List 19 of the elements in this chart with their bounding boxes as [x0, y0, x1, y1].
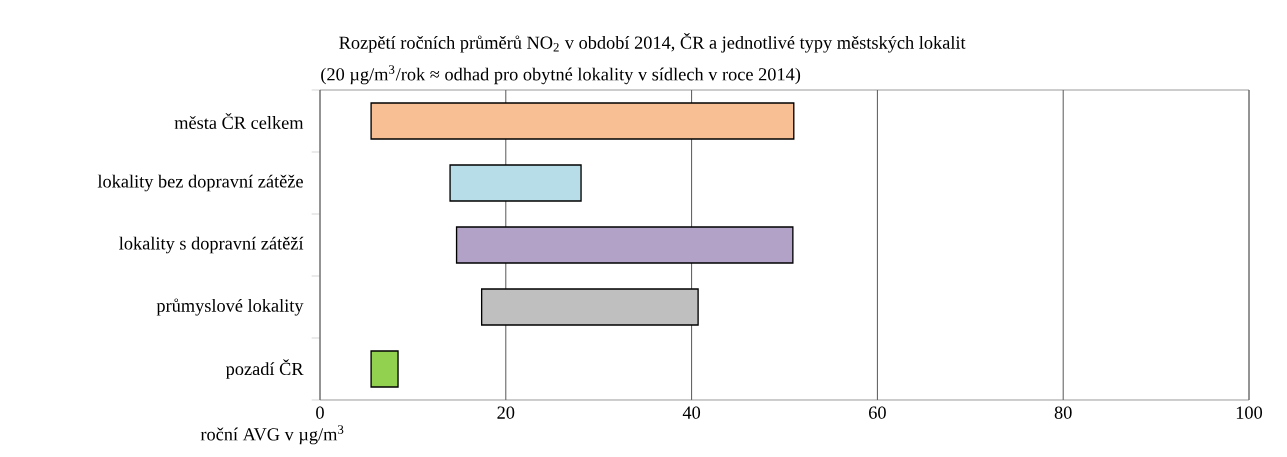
- y-tick-label: lokality s dopravní zátěží: [119, 236, 304, 254]
- y-tick-label: pozadí ČR: [225, 359, 304, 379]
- bar: [370, 102, 795, 140]
- x-tick-label: 20: [497, 406, 515, 419]
- x-tick-label: 80: [1054, 406, 1072, 419]
- x-tick-label: 40: [682, 406, 701, 419]
- y-tick-label: města ČR celkem: [174, 113, 304, 129]
- x-tick-label: 100: [1236, 406, 1263, 419]
- chart-subtitle: (20 µg/m$^{3}$/rok ≈ odhad pro obytné lokality v sídlech v roce 2014): [321, 65, 801, 85]
- bar: [480, 288, 699, 326]
- x-tick-label: 0: [316, 406, 324, 419]
- y-tick-label: lokality bez dopravní zátěže: [97, 174, 303, 192]
- x-axis-title: roční AVG v µg/m$^{3}$: [200, 425, 344, 445]
- chart-title: Rozpětí ročních průměrů NO$_{2}$ v období 2014, ČR a jednotlivé typy městských lokalit: [339, 32, 966, 53]
- bar: [449, 164, 582, 202]
- x-tick-label: 60: [869, 406, 886, 419]
- y-tick-label: průmyslové lokality: [156, 298, 304, 316]
- bar: [370, 350, 399, 388]
- bar: [455, 226, 794, 264]
